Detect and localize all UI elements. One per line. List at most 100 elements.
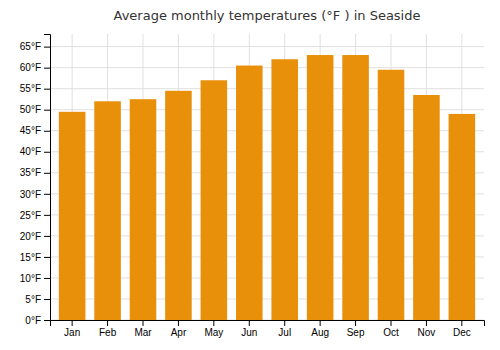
- tick-mark: [391, 320, 392, 326]
- tick-mark: [213, 320, 214, 326]
- tick-label: Mar: [134, 327, 152, 338]
- tick: 30°F: [20, 189, 50, 200]
- tick: Apr: [171, 320, 187, 338]
- tick-label: 65°F: [20, 41, 41, 52]
- tick-label: Jul: [278, 327, 291, 338]
- tick: 15°F: [20, 252, 50, 263]
- tick: Jan: [64, 320, 80, 338]
- tick: 65°F: [20, 41, 50, 52]
- bar: [413, 95, 440, 320]
- x-axis: Jan Feb Mar Apr May Jun Jul Aug Sep Oct Nov Dec: [51, 320, 485, 338]
- bar: [201, 80, 228, 320]
- tick-label: 30°F: [20, 189, 41, 200]
- bar: [449, 114, 476, 320]
- tick: Dec: [453, 320, 471, 338]
- tick-mark: [44, 236, 50, 237]
- tick-label: 15°F: [20, 252, 41, 263]
- tick: 0°F: [25, 315, 50, 326]
- tick: 55°F: [20, 83, 50, 94]
- tick-mark: [426, 320, 427, 326]
- tick: 40°F: [20, 146, 50, 157]
- tick-label: Apr: [171, 327, 187, 338]
- tick: Aug: [311, 320, 329, 338]
- tick-label: Nov: [418, 327, 436, 338]
- tick-mark: [44, 89, 50, 90]
- grid-line: [50, 88, 484, 89]
- tick: 45°F: [20, 125, 50, 136]
- tick-mark: [72, 320, 73, 326]
- tick-label: 45°F: [20, 125, 41, 136]
- grid-line: [50, 46, 484, 47]
- axis-line: [44, 35, 51, 321]
- tick: 35°F: [20, 167, 50, 178]
- bar: [378, 70, 405, 320]
- tick-mark: [44, 320, 50, 321]
- tick-label: May: [204, 327, 223, 338]
- tick: 10°F: [20, 273, 50, 284]
- axis-line: [51, 321, 485, 327]
- tick-mark: [44, 47, 50, 48]
- grid: [50, 34, 484, 320]
- tick-label: Dec: [453, 327, 471, 338]
- tick-label: Jun: [241, 327, 257, 338]
- tick-mark: [44, 194, 50, 195]
- bar: [130, 99, 157, 320]
- tick-label: 35°F: [20, 167, 41, 178]
- bar: [165, 91, 192, 320]
- tick-mark: [178, 320, 179, 326]
- bar: [236, 66, 263, 320]
- chart: 0°F 5°F 10°F 15°F 20°F 25°F 30°F 35°F 40°F 45°F 50…: [0, 0, 500, 350]
- tick: 25°F: [20, 210, 50, 221]
- tick-label: Oct: [383, 327, 399, 338]
- tick-label: Feb: [99, 327, 117, 338]
- tick-mark: [44, 278, 50, 279]
- tick-label: 25°F: [20, 210, 41, 221]
- tick: Mar: [134, 320, 152, 338]
- tick-label: Sep: [347, 327, 365, 338]
- bar: [271, 59, 298, 320]
- tick: Jul: [278, 320, 291, 338]
- tick-mark: [44, 110, 50, 111]
- tick-mark: [107, 320, 108, 326]
- grid-line: [50, 67, 484, 68]
- tick-label: 40°F: [20, 146, 41, 157]
- tick-mark: [44, 68, 50, 69]
- tick: May: [204, 320, 223, 338]
- tick-mark: [44, 299, 50, 300]
- tick-label: 0°F: [25, 315, 41, 326]
- tick-mark: [44, 257, 50, 258]
- tick-mark: [355, 320, 356, 326]
- tick: Nov: [418, 320, 436, 338]
- tick-mark: [44, 131, 50, 132]
- tick-label: 55°F: [20, 83, 41, 94]
- tick: 5°F: [25, 294, 50, 305]
- tick-label: 20°F: [20, 231, 41, 242]
- tick-mark: [249, 320, 250, 326]
- tick-label: Aug: [311, 327, 329, 338]
- bars: [59, 55, 475, 320]
- tick: Jun: [241, 320, 257, 338]
- y-axis: 0°F 5°F 10°F 15°F 20°F 25°F 30°F 35°F 40°F 45°F 50…: [20, 35, 51, 326]
- tick-label: 5°F: [25, 294, 41, 305]
- bar: [94, 101, 121, 320]
- tick-mark: [44, 215, 50, 216]
- tick-mark: [320, 320, 321, 326]
- bar: [59, 112, 86, 320]
- tick-label: 10°F: [20, 273, 41, 284]
- tick: Feb: [99, 320, 117, 338]
- title: Average monthly temperatures (°F ) in Se…: [114, 8, 421, 23]
- tick-mark: [44, 152, 50, 153]
- bar: [342, 55, 369, 320]
- tick-mark: [143, 320, 144, 326]
- tick: 60°F: [20, 62, 50, 73]
- tick-mark: [44, 173, 50, 174]
- tick: 50°F: [20, 104, 50, 115]
- tick-label: 50°F: [20, 104, 41, 115]
- tick: 20°F: [20, 231, 50, 242]
- tick-mark: [461, 320, 462, 326]
- tick-label: Jan: [64, 327, 80, 338]
- tick-label: 60°F: [20, 62, 41, 73]
- tick: Sep: [347, 320, 365, 338]
- tick-mark: [284, 320, 285, 326]
- tick: Oct: [383, 320, 399, 338]
